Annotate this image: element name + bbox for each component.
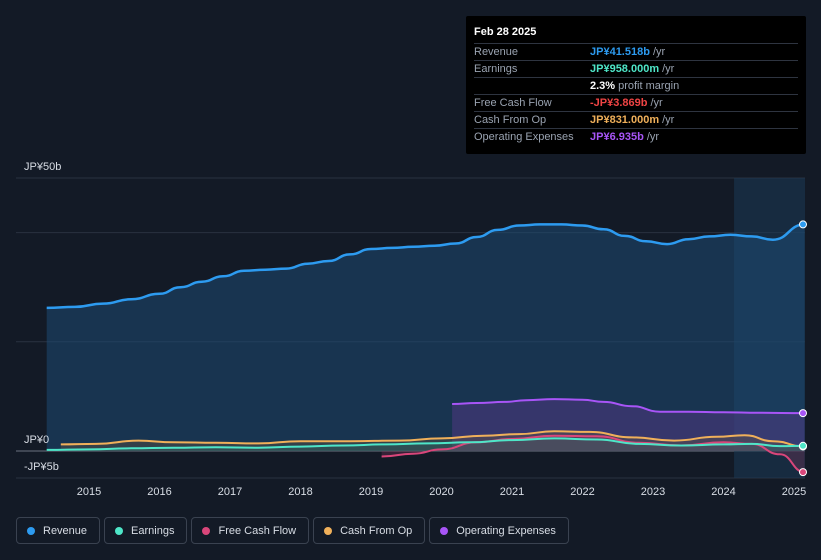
- tooltip-row: Cash From Op JP¥831.000m/yr: [474, 112, 798, 129]
- legend-label: Earnings: [131, 524, 175, 537]
- x-axis-ticks: 2015 2016 2017 2018 2019 2020 2021 2022 2023 2024…: [77, 486, 806, 498]
- x-tick-label: 2015: [77, 486, 101, 498]
- x-tick-label: 2018: [288, 486, 312, 498]
- tooltip-value: JP¥831.000m: [590, 114, 660, 126]
- revenue-end-point: [799, 220, 807, 229]
- tooltip-row: Revenue JP¥41.518b/yr: [474, 44, 798, 61]
- legend-label: Cash From Op: [340, 524, 413, 537]
- tooltip-unit: /yr: [646, 131, 660, 143]
- legend-revenue[interactable]: Revenue: [16, 517, 101, 544]
- series-areas: [46, 224, 805, 473]
- series-lines: [46, 223, 805, 474]
- tooltip-label: Earnings: [474, 63, 518, 75]
- tooltip-unit: /yr: [652, 46, 666, 58]
- x-tick-label: 2017: [218, 486, 242, 498]
- tooltip-unit: /yr: [662, 114, 675, 126]
- series-end-markers: [799, 220, 807, 477]
- legend-dot-icon: [202, 526, 211, 535]
- legend-operating-expenses[interactable]: Operating Expenses: [429, 517, 569, 544]
- tooltip-row: 2.3% profit margin: [474, 78, 798, 95]
- legend-dot-icon: [115, 526, 124, 535]
- tooltip-unit: /yr: [650, 97, 663, 109]
- tooltip-row: Earnings JP¥958.000m/yr: [474, 61, 798, 78]
- tooltip-label: Operating Expenses: [474, 131, 574, 143]
- tooltip-rows: Revenue JP¥41.518b/yr Earnings JP¥958.000m /…: [474, 44, 798, 145]
- operating-expenses-end-point: [799, 409, 807, 418]
- legend-dot-icon: [324, 526, 333, 535]
- tooltip-value: JP¥41.518b: [590, 46, 650, 58]
- operating-expenses-line: [452, 398, 805, 415]
- x-tick-label: 2025: [782, 486, 806, 498]
- tooltip-label: Free Cash Flow: [474, 97, 552, 109]
- cash-from-op-area: [60, 431, 805, 451]
- earnings-end-point: [799, 441, 807, 450]
- x-tick-label: 2020: [429, 486, 453, 498]
- x-tick-label: 2023: [641, 486, 665, 498]
- tooltip-unit: profit margin: [618, 80, 680, 92]
- chart-legend: Revenue Earnings Free Cash Flow Cash From O…: [16, 517, 573, 546]
- x-tick-label: 2019: [359, 486, 383, 498]
- x-tick-label: 2021: [500, 486, 524, 498]
- tooltip-label: [474, 78, 590, 94]
- legend-dot-icon: [440, 526, 449, 535]
- legend-label: Operating Expenses: [456, 524, 556, 537]
- tooltip-value: JP¥958.000m: [590, 63, 660, 75]
- legend-dot-icon: [27, 526, 35, 535]
- x-tick-label: 2022: [570, 486, 594, 498]
- tooltip-value: JP¥6.935b: [590, 131, 644, 143]
- legend-label: Free Cash Flow: [218, 524, 297, 537]
- data-tooltip: Feb 28 2025 Revenue JP¥41.518b/yr Earnings…: [466, 16, 806, 154]
- tooltip-label: Revenue: [474, 46, 519, 58]
- tooltip-date: Feb 28 2025: [474, 23, 798, 44]
- revenue-line: [46, 223, 805, 310]
- revenue-area: [46, 224, 805, 451]
- legend-cash-from-op[interactable]: Cash From Op: [313, 517, 426, 544]
- free-cash-flow-end-point: [799, 468, 807, 477]
- legend-label: Revenue: [43, 524, 88, 537]
- tooltip-row: Operating Expenses JP¥6.935b/yr: [474, 129, 798, 145]
- y-label-bottom: -JP¥5b: [24, 461, 59, 473]
- tooltip-row: Free Cash Flow -JP¥3.869b/yr: [474, 95, 798, 112]
- tooltip-value: 2.3%: [590, 80, 616, 92]
- x-tick-label: 2024: [711, 486, 735, 498]
- earnings-line: [46, 437, 805, 451]
- x-tick-label: 2016: [147, 486, 171, 498]
- tooltip-unit: /yr: [662, 63, 675, 75]
- tooltip-value: -JP¥3.869b: [590, 97, 648, 109]
- legend-free-cash-flow[interactable]: Free Cash Flow: [191, 517, 310, 544]
- y-label-top: JP¥50b: [24, 161, 61, 173]
- legend-earnings[interactable]: Earnings: [104, 517, 188, 544]
- y-label-zero: JP¥0: [24, 434, 49, 446]
- cash-from-op-line: [60, 430, 805, 448]
- tooltip-label: Cash From Op: [474, 114, 547, 126]
